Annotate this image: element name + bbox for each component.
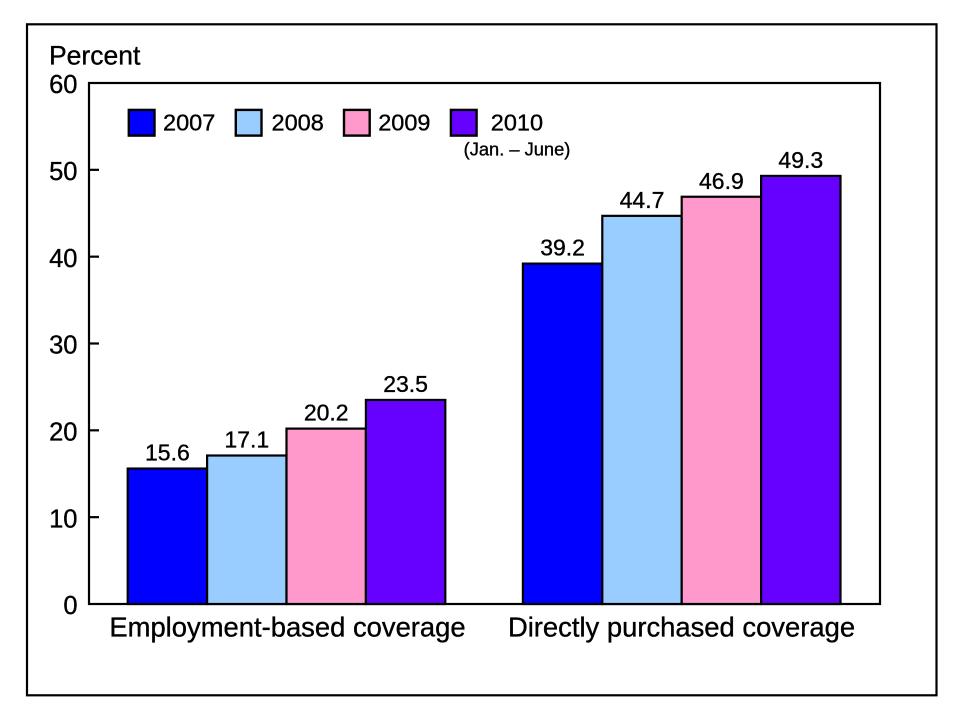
svg-text:20: 20 bbox=[49, 419, 77, 447]
svg-text:20.2: 20.2 bbox=[304, 400, 349, 426]
svg-text:46.9: 46.9 bbox=[699, 168, 744, 194]
svg-text:23.5: 23.5 bbox=[383, 371, 428, 397]
svg-text:44.7: 44.7 bbox=[620, 187, 665, 213]
svg-text:30: 30 bbox=[49, 332, 77, 360]
svg-text:Directly purchased coverage: Directly purchased coverage bbox=[508, 611, 855, 642]
svg-text:10: 10 bbox=[49, 505, 77, 533]
svg-text:50: 50 bbox=[49, 158, 77, 186]
svg-text:2008: 2008 bbox=[272, 110, 324, 136]
svg-text:0: 0 bbox=[63, 592, 77, 620]
svg-text:Employment-based coverage: Employment-based coverage bbox=[109, 611, 465, 642]
svg-text:Percent: Percent bbox=[49, 41, 141, 71]
svg-text:39.2: 39.2 bbox=[540, 235, 585, 261]
svg-text:15.6: 15.6 bbox=[145, 440, 190, 466]
svg-text:49.3: 49.3 bbox=[778, 147, 823, 173]
svg-text:17.1: 17.1 bbox=[224, 427, 269, 453]
svg-text:40: 40 bbox=[49, 245, 77, 273]
svg-text:2007: 2007 bbox=[163, 110, 215, 136]
svg-text:(Jan. – June): (Jan. – June) bbox=[464, 139, 571, 160]
svg-text:2009: 2009 bbox=[378, 110, 430, 136]
svg-text:2010: 2010 bbox=[491, 110, 543, 136]
svg-text:60: 60 bbox=[49, 71, 77, 99]
